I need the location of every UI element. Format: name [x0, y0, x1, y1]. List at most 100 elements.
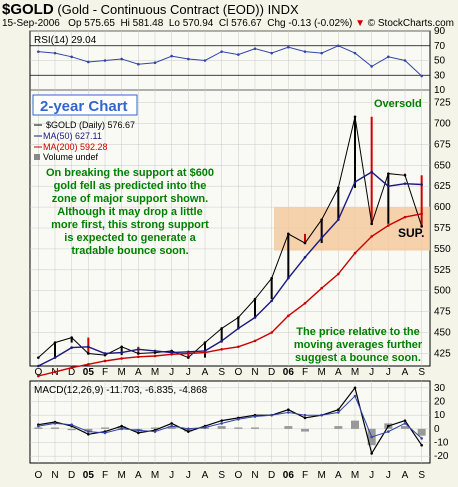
gold-price-line-point — [120, 345, 123, 349]
signal-line-point — [370, 435, 373, 439]
signal-line-point — [353, 394, 357, 398]
support-label: SUP. — [398, 226, 424, 240]
month-tick-label: A — [402, 367, 409, 378]
ma50-line-point — [353, 180, 357, 184]
month-tick-label: D — [68, 470, 75, 481]
ma200-line-point — [387, 224, 390, 227]
macd-line-point — [170, 422, 173, 425]
ma200-line-point — [253, 339, 257, 343]
ma200-line-point — [170, 352, 173, 356]
y-tick-label: 575 — [434, 223, 451, 234]
two-year-title: 2-year Chart — [40, 98, 128, 115]
ma200-line-point — [237, 345, 240, 349]
gold-price-line-point — [287, 232, 290, 236]
month-tick-label: J — [169, 367, 174, 378]
signal-line-point — [270, 413, 273, 417]
rsi-line-point — [87, 60, 90, 64]
signal-line-point — [37, 424, 40, 428]
ma50-line-point — [153, 349, 157, 353]
signal-line-point — [303, 413, 307, 417]
macd-label: MACD(12,26,9) -11.703, -6.835, -4.868 — [34, 385, 208, 396]
month-tick-label: A — [202, 367, 209, 378]
macd-histogram-bar — [334, 426, 343, 429]
rsi-line-point — [253, 47, 257, 50]
annotation-line: suggest a bounce soon. — [295, 352, 421, 364]
month-tick-label: S — [218, 470, 225, 481]
macd-line-point — [187, 430, 190, 433]
annotation-line: more first, this strong support — [51, 219, 209, 231]
y-tick-label: 90 — [434, 26, 446, 37]
ma50-line-point — [387, 184, 390, 188]
y-tick-label: 700 — [434, 118, 451, 129]
month-tick-label: F — [102, 470, 108, 481]
macd-line-point — [337, 408, 340, 412]
high-price: Hi 581.48 — [120, 18, 164, 29]
y-tick-label: 525 — [434, 265, 451, 276]
macd-histogram-bar — [34, 427, 43, 429]
signal-line-point — [120, 427, 123, 431]
rsi-series — [37, 44, 423, 78]
rsi-line-point — [187, 57, 190, 61]
ma200-line-point — [303, 301, 307, 305]
rsi-line-point — [120, 57, 123, 61]
month-tick-label: A — [135, 470, 142, 481]
annotation-line: On breaking the support at $600 — [46, 167, 214, 179]
annotation-line: Although it may drop a little — [57, 206, 202, 218]
macd-histogram-bar — [217, 426, 226, 429]
rsi-line-point — [320, 51, 323, 55]
month-tick-label: 05 — [83, 470, 95, 481]
gold-price-line-point — [270, 276, 273, 280]
macd-histogram-bar — [51, 427, 59, 429]
ma200-line-point — [203, 351, 207, 354]
title-box — [32, 94, 138, 116]
y-tick-label: 675 — [434, 139, 451, 150]
macd-histogram-bar — [67, 428, 76, 431]
month-tick-label: N — [251, 470, 258, 481]
annotation-line: gold fell as predicted into the — [54, 180, 207, 192]
gold-price-line-point — [337, 186, 340, 190]
month-tick-label: N — [251, 367, 258, 378]
rsi-axis: 90 70 50 30 10 — [434, 26, 446, 96]
y-tick-label: 450 — [434, 328, 451, 339]
month-tick-label: O — [234, 470, 242, 481]
annotation-line: moving averages further — [294, 339, 423, 351]
ma200-line-point — [137, 355, 140, 359]
macd-axis: 30 20 10 0 -10 -20 — [434, 383, 449, 462]
macd-histogram-bar — [84, 428, 93, 432]
ma50-line-point — [287, 276, 290, 280]
ma50-line-point — [87, 345, 90, 349]
annotation-main: On breaking the support at $600 gold fel… — [46, 167, 214, 257]
ma200-line-point — [403, 215, 407, 219]
annotation-line: tradable bounce soon. — [71, 245, 188, 257]
gold-price-line-point — [37, 356, 40, 359]
macd-line-point — [303, 416, 307, 420]
signal-line-point — [203, 426, 207, 429]
ma50-line-point — [37, 364, 40, 368]
month-tick-label: S — [218, 367, 225, 378]
macd-histogram-bar — [351, 420, 359, 429]
credit-text: © StockCharts.com — [367, 18, 454, 29]
month-tick-label: M — [117, 367, 125, 378]
month-tick-label: F — [302, 367, 308, 378]
ma50-line-point — [320, 236, 323, 240]
macd-histogram-bar — [184, 428, 193, 432]
month-tick-label: M — [117, 470, 125, 481]
ma200-line-point — [70, 366, 73, 369]
gold-price-line-point — [87, 352, 90, 355]
down-arrow-icon: ▼ — [355, 18, 365, 29]
annotation-line: zone of major support shown. — [52, 193, 208, 205]
rsi-line-point — [370, 65, 373, 68]
exchange: INDX — [267, 2, 299, 17]
month-tick-label: M — [317, 367, 325, 378]
y-tick-label: 475 — [434, 307, 451, 318]
macd-histogram-bar — [401, 426, 409, 429]
month-tick-label: D — [268, 470, 275, 481]
y-tick-label: 20 — [434, 397, 446, 408]
month-tick-label: F — [102, 367, 108, 378]
price-axis: 725 700 675 650 625 600 575 550 525 500 475 450 425 — [434, 98, 451, 360]
macd-line-point — [370, 452, 373, 455]
month-tick-label: A — [335, 470, 342, 481]
month-tick-label: S — [418, 367, 425, 378]
macd-line-point — [387, 424, 390, 428]
ma50-line — [37, 171, 422, 367]
